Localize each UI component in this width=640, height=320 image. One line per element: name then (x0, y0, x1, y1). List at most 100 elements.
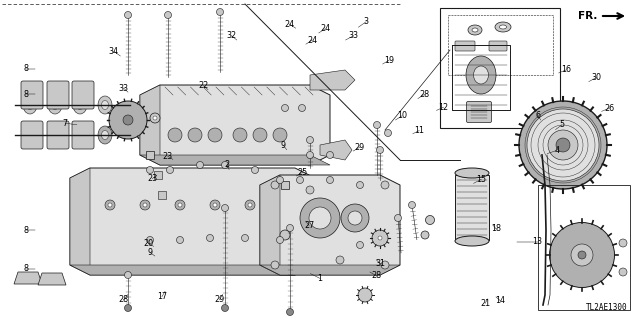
Ellipse shape (147, 166, 154, 173)
Polygon shape (260, 265, 400, 275)
Ellipse shape (287, 225, 294, 231)
Ellipse shape (578, 251, 586, 259)
Ellipse shape (140, 200, 150, 210)
Ellipse shape (307, 137, 314, 143)
Ellipse shape (252, 166, 259, 173)
Ellipse shape (23, 96, 37, 114)
Ellipse shape (282, 105, 289, 111)
Text: 12: 12 (438, 103, 449, 112)
Text: 2: 2 (225, 160, 230, 169)
Ellipse shape (326, 151, 333, 158)
Ellipse shape (556, 138, 570, 152)
Polygon shape (260, 175, 280, 275)
Ellipse shape (356, 181, 364, 188)
Text: 26: 26 (604, 104, 614, 113)
Text: 24: 24 (307, 36, 317, 44)
Ellipse shape (26, 131, 33, 140)
Text: 10: 10 (397, 111, 407, 120)
FancyBboxPatch shape (72, 121, 94, 149)
Ellipse shape (499, 25, 506, 29)
Ellipse shape (300, 198, 340, 238)
Ellipse shape (276, 236, 284, 244)
Bar (440, 8, 560, 128)
Ellipse shape (208, 128, 222, 142)
Ellipse shape (307, 151, 314, 158)
Ellipse shape (341, 204, 369, 232)
Ellipse shape (123, 115, 133, 125)
Text: 21: 21 (480, 299, 490, 308)
Text: 28: 28 (118, 295, 129, 304)
Ellipse shape (77, 100, 83, 109)
Ellipse shape (153, 116, 157, 120)
Ellipse shape (168, 128, 182, 142)
Ellipse shape (196, 162, 204, 169)
FancyBboxPatch shape (72, 81, 94, 109)
Ellipse shape (619, 239, 627, 247)
Text: 1: 1 (317, 274, 323, 283)
Text: 9: 9 (281, 141, 286, 150)
Ellipse shape (241, 235, 248, 242)
Text: 33: 33 (118, 84, 129, 92)
Text: 4: 4 (554, 146, 559, 155)
Ellipse shape (276, 177, 284, 183)
Ellipse shape (150, 113, 160, 123)
Bar (538, 185, 630, 310)
Text: 6: 6 (535, 111, 540, 120)
Text: 8: 8 (23, 226, 28, 235)
Ellipse shape (221, 305, 228, 311)
Ellipse shape (374, 122, 381, 129)
Ellipse shape (125, 12, 131, 19)
Bar (281, 181, 289, 189)
Polygon shape (70, 168, 90, 275)
Ellipse shape (376, 147, 383, 154)
FancyBboxPatch shape (47, 121, 69, 149)
Polygon shape (260, 175, 400, 275)
Ellipse shape (221, 162, 228, 169)
Ellipse shape (166, 166, 173, 173)
Ellipse shape (326, 177, 333, 183)
Text: 5: 5 (559, 120, 564, 129)
Ellipse shape (381, 181, 389, 189)
Ellipse shape (336, 256, 344, 264)
Ellipse shape (207, 235, 214, 242)
FancyBboxPatch shape (21, 81, 43, 109)
Text: 27: 27 (304, 221, 314, 230)
Text: 28: 28 (419, 90, 429, 99)
Ellipse shape (105, 200, 115, 210)
Text: 8: 8 (23, 90, 28, 99)
FancyBboxPatch shape (21, 121, 43, 149)
Ellipse shape (102, 100, 109, 109)
Ellipse shape (394, 214, 401, 221)
Ellipse shape (23, 126, 37, 144)
FancyBboxPatch shape (489, 41, 507, 51)
Ellipse shape (356, 242, 364, 249)
Text: 23: 23 (163, 152, 173, 161)
Text: 15: 15 (476, 175, 486, 184)
Ellipse shape (175, 200, 185, 210)
Polygon shape (38, 273, 66, 285)
Ellipse shape (519, 101, 607, 189)
Ellipse shape (188, 128, 202, 142)
Ellipse shape (548, 130, 578, 160)
Ellipse shape (298, 105, 305, 111)
Text: 8: 8 (23, 64, 28, 73)
Ellipse shape (164, 12, 172, 19)
Bar (158, 191, 166, 199)
Ellipse shape (348, 211, 362, 225)
Text: 30: 30 (591, 73, 602, 82)
Polygon shape (320, 140, 352, 160)
Ellipse shape (233, 128, 247, 142)
Ellipse shape (73, 96, 87, 114)
Ellipse shape (98, 126, 112, 144)
Ellipse shape (408, 202, 415, 209)
Text: 33: 33 (348, 31, 358, 40)
Ellipse shape (421, 231, 429, 239)
Ellipse shape (271, 181, 279, 189)
Ellipse shape (426, 215, 435, 225)
Ellipse shape (73, 126, 87, 144)
Text: 25: 25 (298, 168, 308, 177)
Ellipse shape (178, 203, 182, 207)
Ellipse shape (550, 222, 614, 287)
Ellipse shape (275, 200, 285, 210)
Ellipse shape (273, 128, 287, 142)
